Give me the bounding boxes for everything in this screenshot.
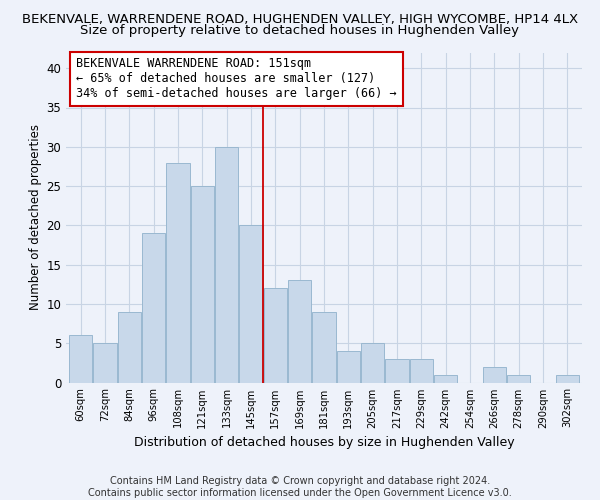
Bar	[337, 351, 360, 382]
Bar	[191, 186, 214, 382]
Bar	[215, 147, 238, 382]
Bar	[239, 226, 263, 382]
Text: Contains HM Land Registry data © Crown copyright and database right 2024.
Contai: Contains HM Land Registry data © Crown c…	[88, 476, 512, 498]
Bar	[313, 312, 335, 382]
Bar	[288, 280, 311, 382]
Bar	[507, 374, 530, 382]
Text: Size of property relative to detached houses in Hughenden Valley: Size of property relative to detached ho…	[80, 24, 520, 37]
Text: BEKENVALE WARRENDENE ROAD: 151sqm
← 65% of detached houses are smaller (127)
34%: BEKENVALE WARRENDENE ROAD: 151sqm ← 65% …	[76, 58, 397, 100]
Bar	[166, 162, 190, 382]
Bar	[410, 359, 433, 382]
Text: BEKENVALE, WARRENDENE ROAD, HUGHENDEN VALLEY, HIGH WYCOMBE, HP14 4LX: BEKENVALE, WARRENDENE ROAD, HUGHENDEN VA…	[22, 12, 578, 26]
Bar	[434, 374, 457, 382]
Bar	[483, 367, 506, 382]
Y-axis label: Number of detached properties: Number of detached properties	[29, 124, 42, 310]
Bar	[69, 336, 92, 382]
X-axis label: Distribution of detached houses by size in Hughenden Valley: Distribution of detached houses by size …	[134, 436, 514, 449]
Bar	[142, 233, 165, 382]
Bar	[385, 359, 409, 382]
Bar	[361, 343, 384, 382]
Bar	[556, 374, 579, 382]
Bar	[118, 312, 141, 382]
Bar	[94, 343, 116, 382]
Bar	[264, 288, 287, 382]
